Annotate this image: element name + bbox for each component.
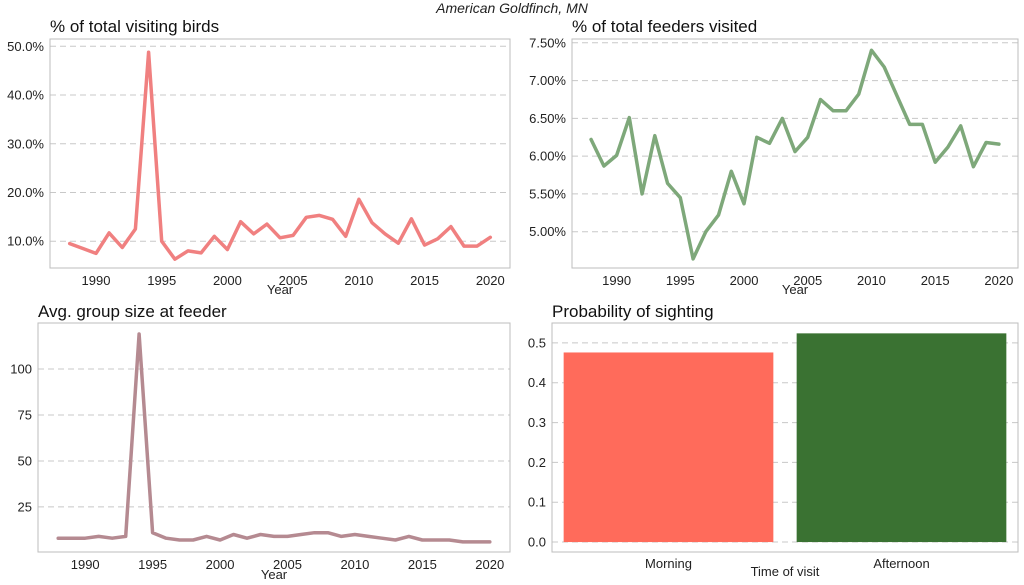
- x-tick-label: 1990: [82, 273, 111, 288]
- chart-group-size: Avg. group size at feeder 25 50 75 100 1990 19…: [10, 302, 511, 582]
- y-tick-label: 10.0%: [7, 234, 44, 249]
- x-tick-label: Morning: [645, 556, 692, 571]
- y-tick-label: 40.0%: [7, 88, 44, 103]
- plot-frame: [37, 322, 511, 553]
- y-tick-label: 5.00%: [529, 224, 566, 239]
- x-tick-label: 1995: [666, 273, 695, 288]
- x-tick-label: 1995: [138, 557, 167, 572]
- x-tick-label: 2020: [475, 557, 504, 572]
- y-tick-label: 0.4: [528, 375, 546, 390]
- x-tick-label: 2005: [273, 557, 302, 572]
- series-line: [67, 50, 493, 261]
- y-tick-label: 6.00%: [529, 149, 566, 164]
- x-tick-label: 2010: [344, 273, 373, 288]
- x-tick-label: Afternoon: [873, 556, 929, 571]
- bar-morning: [563, 352, 774, 543]
- y-tick-label: 20.0%: [7, 185, 44, 200]
- y-tick-label: 0.1: [528, 495, 546, 510]
- chart-title: Probability of sighting: [552, 302, 714, 321]
- x-tick-label: 2000: [206, 557, 235, 572]
- x-tick-label: 2020: [984, 273, 1013, 288]
- x-tick-label: 2015: [408, 557, 437, 572]
- y-tick-label: 0.3: [528, 415, 546, 430]
- series-line: [589, 48, 1001, 261]
- x-axis-label: Year: [267, 282, 294, 297]
- x-tick-label: 2020: [476, 273, 505, 288]
- y-tick-label: 0.5: [528, 335, 546, 350]
- x-tick-label: 2005: [793, 273, 822, 288]
- plot-frame: [571, 38, 1019, 269]
- y-tick-label: 7.50%: [529, 35, 566, 50]
- chart-title: % of total visiting birds: [50, 17, 219, 36]
- y-tick-label: 50: [18, 453, 32, 468]
- x-tick-label: 1990: [602, 273, 631, 288]
- chart-title: % of total feeders visited: [572, 17, 757, 36]
- y-tick-label: 25: [18, 499, 32, 514]
- x-tick-label: 2000: [213, 273, 242, 288]
- y-tick-label: 30.0%: [7, 136, 44, 151]
- y-tick-label: 100: [10, 361, 32, 376]
- y-tick-label: 7.00%: [529, 73, 566, 88]
- x-tick-label: 2010: [340, 557, 369, 572]
- x-axis-label: Year: [782, 282, 809, 297]
- x-tick-label: 1995: [147, 273, 176, 288]
- plot-frame: [551, 322, 1019, 553]
- y-tick-label: 75: [18, 407, 32, 422]
- plot-frame: [49, 38, 511, 269]
- y-tick-label: 0.2: [528, 455, 546, 470]
- figure-title: American Goldfinch, MN: [435, 0, 589, 16]
- chart-probability-sighting: Probability of sighting 0.0 0.1 0.2 0.3 0.4 0.…: [528, 302, 1019, 579]
- bar-afternoon: [796, 333, 1007, 543]
- x-tick-label: 2010: [857, 273, 886, 288]
- y-tick-label: 5.50%: [529, 186, 566, 201]
- y-tick-label: 6.50%: [529, 111, 566, 126]
- y-tick-label: 50.0%: [7, 39, 44, 54]
- x-axis-label: Time of visit: [751, 564, 820, 579]
- x-tick-label: 2005: [279, 273, 308, 288]
- chart-title: Avg. group size at feeder: [38, 302, 227, 321]
- x-tick-label: 2000: [730, 273, 759, 288]
- x-tick-label: 2015: [410, 273, 439, 288]
- y-tick-label: 0.0: [528, 535, 546, 550]
- x-tick-label: 2015: [921, 273, 950, 288]
- chart-feeders-visited: % of total feeders visited 5.00% 5.50% 6.00…: [529, 17, 1019, 297]
- x-tick-label: 1990: [71, 557, 100, 572]
- x-axis-label: Year: [261, 567, 288, 582]
- chart-visiting-birds: % of total visiting birds 10.0% 20.0% 30.0%…: [7, 17, 511, 297]
- series-line: [56, 332, 492, 544]
